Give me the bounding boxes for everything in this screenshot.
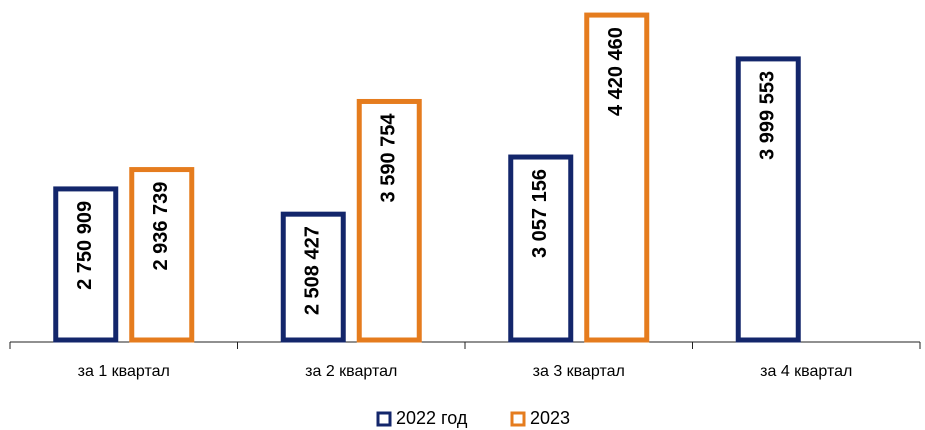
value-label: 2 936 739 <box>150 182 172 271</box>
legend-label: 2023 <box>530 408 570 428</box>
value-label: 3 590 754 <box>378 113 400 203</box>
bar <box>735 56 801 343</box>
x-tick-label: за 4 квартал <box>760 363 852 380</box>
bar <box>280 211 346 343</box>
x-tick-label: за 1 квартал <box>78 363 170 380</box>
value-label: 2 750 909 <box>74 201 96 290</box>
legend-swatch <box>510 411 526 427</box>
bar <box>356 98 422 343</box>
value-label: 2 508 427 <box>302 226 324 315</box>
legend-swatch <box>376 411 392 427</box>
value-label: 4 420 460 <box>605 27 627 116</box>
bar <box>53 186 119 343</box>
x-tick-label: за 3 квартал <box>533 363 625 380</box>
bar <box>508 154 574 343</box>
bar <box>584 12 650 343</box>
value-label: 3 057 156 <box>529 169 551 258</box>
bar <box>129 167 195 343</box>
legend-label: 2022 год <box>396 408 468 428</box>
x-tick-label: за 2 квартал <box>305 363 397 380</box>
value-label: 3 999 553 <box>757 71 779 160</box>
